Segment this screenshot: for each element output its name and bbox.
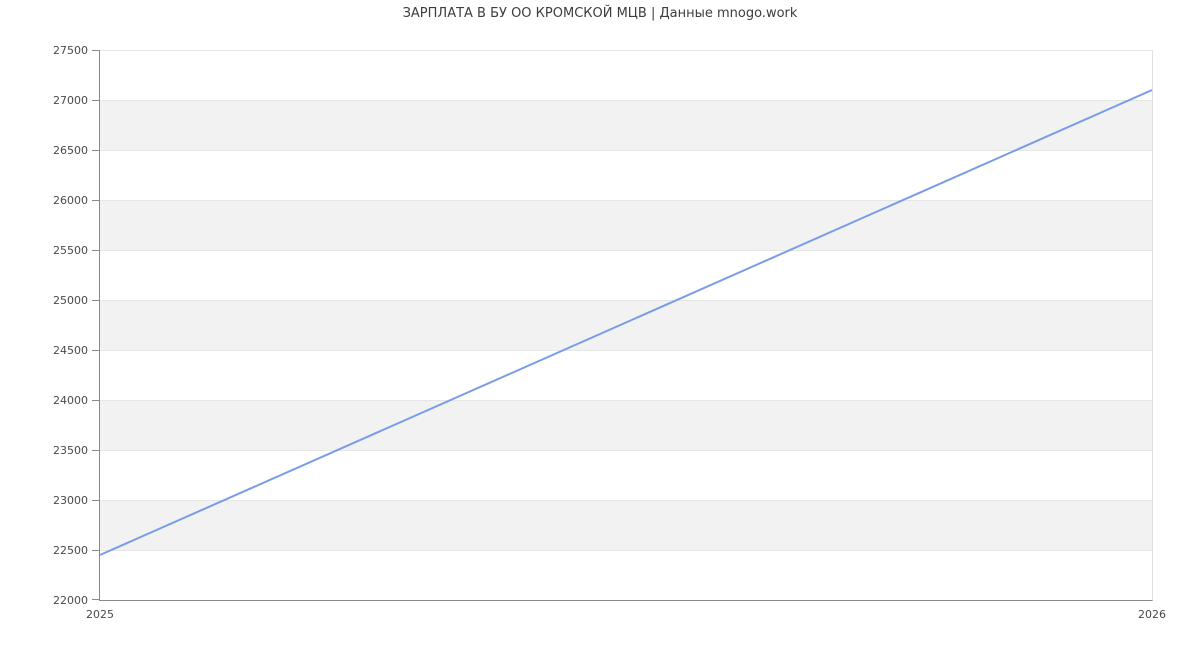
y-tick-label: 25000 bbox=[53, 294, 88, 307]
y-tick-label: 22000 bbox=[53, 594, 88, 607]
y-gridline bbox=[100, 50, 1152, 51]
y-gridline bbox=[100, 150, 1152, 151]
y-tick-label: 26500 bbox=[53, 144, 88, 157]
plot-band bbox=[100, 400, 1152, 450]
y-tick bbox=[92, 550, 99, 551]
y-tick-label: 27000 bbox=[53, 94, 88, 107]
y-gridline bbox=[100, 100, 1152, 101]
y-tick bbox=[92, 200, 99, 201]
plot-band bbox=[100, 200, 1152, 250]
chart-title: ЗАРПЛАТА В БУ ОО КРОМСКОЙ МЦВ | Данные m… bbox=[402, 6, 798, 21]
y-tick bbox=[92, 350, 99, 351]
plot-area: 27500 27000 26500 26000 25500 25000 24500 24000… bbox=[53, 44, 1166, 621]
y-tick bbox=[92, 100, 99, 101]
plot-band bbox=[100, 100, 1152, 150]
y-gridline bbox=[100, 400, 1152, 401]
plot-band bbox=[100, 500, 1152, 550]
plot-band bbox=[100, 300, 1152, 350]
y-tick bbox=[92, 250, 99, 251]
y-gridline bbox=[100, 350, 1152, 351]
y-tick-label: 24000 bbox=[53, 394, 88, 407]
y-gridline bbox=[100, 450, 1152, 451]
y-tick bbox=[92, 599, 99, 600]
y-tick-label: 23000 bbox=[53, 494, 88, 507]
y-tick bbox=[92, 400, 99, 401]
salary-line-series bbox=[99, 89, 1153, 556]
y-tick-label: 23500 bbox=[53, 444, 88, 457]
y-gridline bbox=[100, 550, 1152, 551]
y-tick-label: 27500 bbox=[53, 44, 88, 57]
y-tick-label: 26000 bbox=[53, 194, 88, 207]
y-tick-label: 22500 bbox=[53, 544, 88, 557]
y-tick bbox=[92, 500, 99, 501]
y-tick bbox=[92, 150, 99, 151]
y-gridline bbox=[100, 500, 1152, 501]
x-tick-label: 2026 bbox=[1138, 608, 1166, 621]
y-tick bbox=[92, 450, 99, 451]
series-line bbox=[99, 89, 1153, 556]
y-tick bbox=[92, 50, 99, 51]
y-gridline bbox=[100, 250, 1152, 251]
y-tick-label: 25500 bbox=[53, 244, 88, 257]
y-tick-label: 24500 bbox=[53, 344, 88, 357]
y-gridline bbox=[100, 300, 1152, 301]
x-tick-label: 2025 bbox=[86, 608, 114, 621]
y-gridline bbox=[100, 200, 1152, 201]
y-tick bbox=[92, 300, 99, 301]
